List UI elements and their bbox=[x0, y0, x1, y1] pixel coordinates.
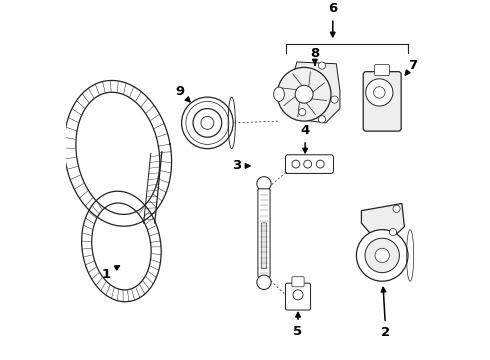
Circle shape bbox=[299, 109, 306, 116]
Polygon shape bbox=[64, 80, 172, 226]
Polygon shape bbox=[286, 171, 331, 174]
FancyBboxPatch shape bbox=[363, 72, 401, 131]
Polygon shape bbox=[362, 203, 404, 243]
Text: 6: 6 bbox=[328, 3, 338, 37]
Text: 8: 8 bbox=[310, 46, 319, 65]
Text: 9: 9 bbox=[175, 85, 190, 102]
Circle shape bbox=[316, 160, 324, 168]
Circle shape bbox=[293, 290, 303, 300]
FancyBboxPatch shape bbox=[262, 223, 267, 269]
Circle shape bbox=[375, 248, 390, 262]
Circle shape bbox=[366, 79, 393, 106]
FancyBboxPatch shape bbox=[286, 155, 334, 174]
Polygon shape bbox=[290, 62, 340, 123]
FancyBboxPatch shape bbox=[292, 277, 304, 287]
Circle shape bbox=[201, 116, 214, 129]
Circle shape bbox=[257, 275, 271, 289]
Text: 2: 2 bbox=[381, 288, 391, 339]
Circle shape bbox=[390, 229, 396, 236]
Circle shape bbox=[318, 116, 325, 123]
Circle shape bbox=[373, 87, 385, 98]
Ellipse shape bbox=[273, 87, 284, 102]
Circle shape bbox=[356, 230, 408, 281]
FancyBboxPatch shape bbox=[286, 283, 311, 310]
Circle shape bbox=[277, 67, 331, 121]
Circle shape bbox=[193, 109, 221, 137]
Polygon shape bbox=[82, 191, 161, 302]
Circle shape bbox=[292, 160, 300, 168]
Circle shape bbox=[393, 205, 400, 212]
FancyBboxPatch shape bbox=[258, 189, 270, 277]
Circle shape bbox=[257, 177, 271, 191]
Polygon shape bbox=[92, 203, 151, 290]
Circle shape bbox=[365, 238, 399, 273]
FancyBboxPatch shape bbox=[375, 64, 390, 76]
Text: 5: 5 bbox=[294, 312, 303, 338]
Text: 7: 7 bbox=[405, 59, 417, 75]
Text: 3: 3 bbox=[232, 159, 250, 172]
Circle shape bbox=[318, 62, 325, 69]
Text: 1: 1 bbox=[101, 266, 120, 280]
Circle shape bbox=[295, 85, 313, 103]
Polygon shape bbox=[76, 92, 160, 215]
Circle shape bbox=[331, 96, 338, 103]
Circle shape bbox=[182, 97, 233, 149]
Text: 4: 4 bbox=[300, 124, 310, 153]
Circle shape bbox=[304, 160, 312, 168]
